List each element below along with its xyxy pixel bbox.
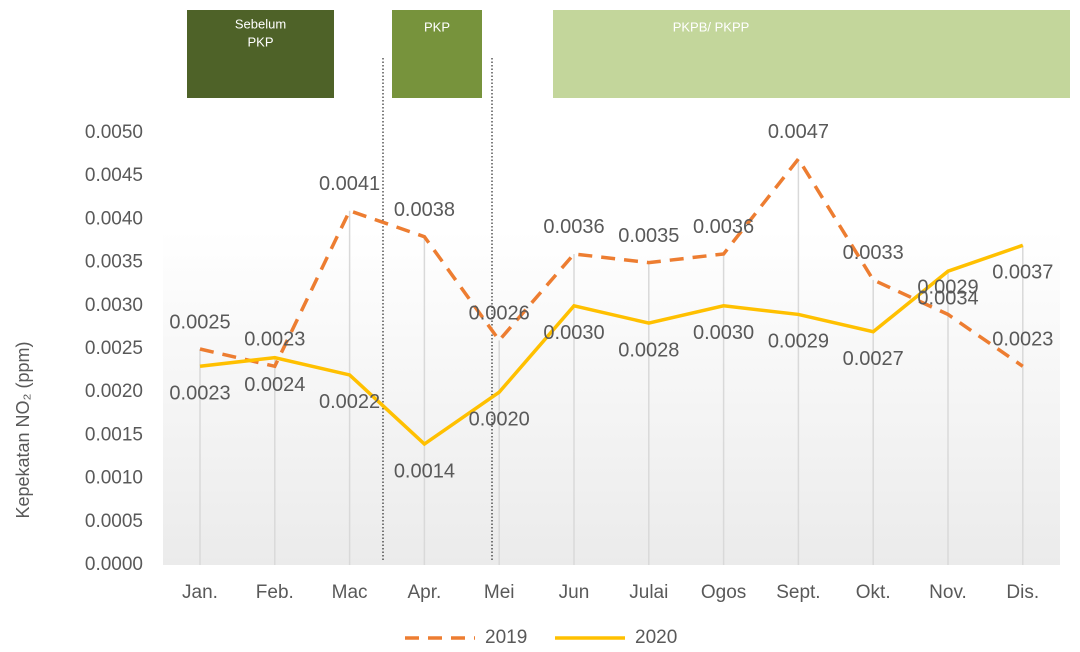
period-box xyxy=(553,10,1070,98)
data-label: 0.0028 xyxy=(618,339,679,361)
y-tick-label: 0.0030 xyxy=(85,295,143,316)
period-label: PKP xyxy=(424,19,450,34)
data-label: 0.0025 xyxy=(169,311,230,333)
y-tick-label: 0.0045 xyxy=(85,165,143,186)
data-label: 0.0024 xyxy=(244,374,305,396)
data-label: 0.0037 xyxy=(992,262,1053,284)
x-tick-label: Julai xyxy=(629,582,668,603)
data-label: 0.0030 xyxy=(543,322,604,344)
y-axis-label: Kepekatan NO₂ (ppm) xyxy=(13,341,33,518)
data-label: 0.0014 xyxy=(394,460,455,482)
y-tick-label: 0.0025 xyxy=(85,338,143,359)
data-label: 0.0036 xyxy=(693,216,754,238)
legend-label: 2020 xyxy=(635,627,677,648)
y-tick-label: 0.0050 xyxy=(85,122,143,143)
x-tick-label: Sept. xyxy=(776,582,820,603)
x-tick-label: Ogos xyxy=(701,582,746,603)
period-label: Sebelum xyxy=(235,16,286,31)
period-box xyxy=(187,10,334,98)
x-tick-label: Dis. xyxy=(1006,582,1039,603)
data-label: 0.0020 xyxy=(469,408,530,430)
data-label: 0.0030 xyxy=(693,322,754,344)
y-tick-label: 0.0035 xyxy=(85,252,143,273)
series-line xyxy=(199,243,1024,447)
x-tick-label: Okt. xyxy=(856,582,891,603)
legend-label: 2019 xyxy=(485,627,527,648)
data-label: 0.0023 xyxy=(169,383,230,405)
y-tick-label: 0.0010 xyxy=(85,468,143,489)
data-label: 0.0033 xyxy=(843,242,904,264)
data-label: 0.0047 xyxy=(768,121,829,143)
data-label: 0.0038 xyxy=(394,199,455,221)
y-tick-label: 0.0020 xyxy=(85,381,143,402)
y-tick-label: 0.0000 xyxy=(85,554,143,575)
x-tick-label: Jun xyxy=(559,582,590,603)
data-label: 0.0036 xyxy=(543,216,604,238)
data-label: 0.0027 xyxy=(843,348,904,370)
y-tick-label: 0.0040 xyxy=(85,208,143,229)
data-label: 0.0023 xyxy=(992,329,1053,351)
data-label: 0.0041 xyxy=(319,173,380,195)
data-label: 0.0022 xyxy=(319,391,380,413)
x-tick-label: Mac xyxy=(332,582,368,603)
period-label: PKPB/ PKPP xyxy=(673,19,750,34)
x-tick-label: Apr. xyxy=(407,582,441,603)
data-label: 0.0023 xyxy=(244,329,305,351)
period-box xyxy=(392,10,482,98)
x-tick-label: Feb. xyxy=(256,582,294,603)
series-line xyxy=(199,155,1024,369)
data-label: 0.0026 xyxy=(469,303,530,325)
y-tick-label: 0.0005 xyxy=(85,511,143,532)
legend: 2019 2020 xyxy=(405,627,677,648)
data-label: 0.0029 xyxy=(917,277,978,299)
x-tick-label: Jan. xyxy=(182,582,218,603)
x-tick-label: Mei xyxy=(484,582,515,603)
period-label: PKP xyxy=(247,34,273,49)
y-tick-label: 0.0015 xyxy=(85,424,143,445)
data-label: 0.0035 xyxy=(618,225,679,247)
data-label: 0.0034 xyxy=(917,288,978,310)
data-label: 0.0029 xyxy=(768,331,829,353)
x-tick-label: Nov. xyxy=(929,582,967,603)
